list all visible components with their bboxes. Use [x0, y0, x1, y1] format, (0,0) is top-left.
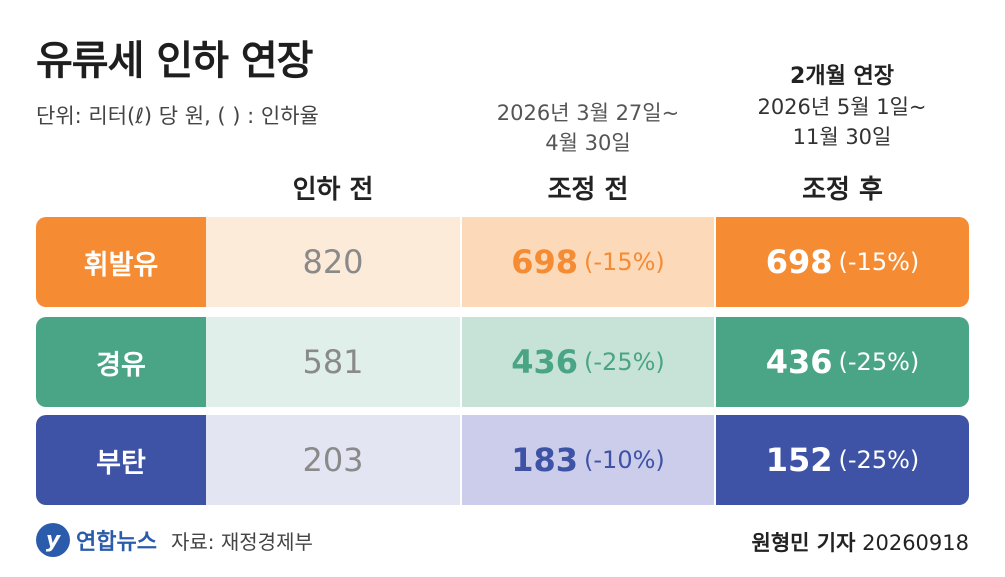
price-mid: 183: [511, 441, 579, 479]
period-right-line2: 11월 30일: [792, 125, 892, 149]
publish-date: 20260918: [862, 531, 969, 555]
period-mid-line1: 2026년 3월 27일~: [496, 101, 680, 125]
rate-mid: (-15%): [584, 248, 665, 276]
price-mid-cell: 698 (-15%): [462, 217, 714, 307]
column-header-before: 인하 전: [292, 175, 374, 205]
rate-after: (-25%): [838, 348, 920, 376]
rate-mid: (-25%): [584, 348, 665, 376]
footer-logo: y 연합뉴스 자료: 재정경제부: [36, 522, 313, 558]
source-note: 자료: 재정경제부: [170, 529, 313, 554]
rate-after: (-25%): [838, 446, 920, 474]
rate-after: (-15%): [838, 248, 920, 276]
unit-note: 단위: 리터(ℓ) 당 원, ( ) : 인하율: [36, 104, 319, 128]
price-before: 820: [206, 217, 460, 307]
logo-text: 연합뉴스: [76, 530, 157, 555]
price-before: 581: [206, 317, 460, 407]
price-after: 698: [765, 243, 833, 281]
table-row-butane: 부탄 203 183 (-10%) 152 (-25%): [36, 415, 969, 505]
price-after-cell: 436 (-25%): [716, 317, 969, 407]
table-row-diesel: 경유 581 436 (-25%) 436 (-25%): [36, 317, 969, 407]
price-after: 436: [765, 343, 833, 381]
column-header-after: 조정 후: [802, 175, 883, 205]
period-after-adjustment: 2개월 연장 2026년 5월 1일~ 11월 30일: [716, 62, 968, 152]
reporter-name: 원형민 기자: [751, 531, 856, 555]
price-after: 152: [765, 441, 833, 479]
price-mid: 698: [511, 243, 579, 281]
price-after-cell: 152 (-25%): [716, 415, 969, 505]
period-before-adjustment: 2026년 3월 27일~ 4월 30일: [462, 98, 714, 158]
price-mid: 436: [511, 343, 579, 381]
price-mid-cell: 183 (-10%): [462, 415, 714, 505]
reporter-credit: 원형민 기자 20260918: [752, 527, 970, 557]
period-mid-line2: 4월 30일: [545, 131, 631, 155]
period-right-heading: 2개월 연장: [790, 64, 894, 89]
table-row-gasoline: 휘발유 820 698 (-15%) 698 (-15%): [36, 217, 969, 307]
row-label: 부탄: [36, 415, 206, 505]
row-label: 휘발유: [36, 217, 206, 307]
page-title: 유류세 인하 연장: [36, 38, 313, 84]
yonhap-logo-icon: y: [36, 523, 70, 557]
rate-mid: (-10%): [584, 446, 665, 474]
price-mid-cell: 436 (-25%): [462, 317, 714, 407]
price-before: 203: [206, 415, 460, 505]
price-after-cell: 698 (-15%): [716, 217, 969, 307]
row-label: 경유: [36, 317, 206, 407]
period-right-line1: 2026년 5월 1일~: [757, 95, 927, 119]
column-header-mid: 조정 전: [547, 175, 629, 205]
